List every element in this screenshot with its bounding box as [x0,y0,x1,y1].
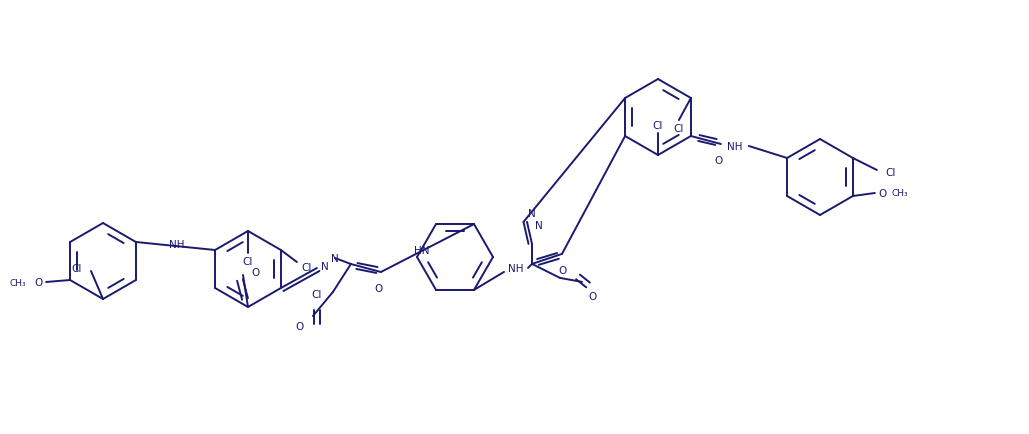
Text: Cl: Cl [243,256,253,266]
Text: NH: NH [169,240,184,250]
Text: O: O [295,321,304,331]
Text: NH: NH [508,263,524,273]
Text: Cl: Cl [674,124,684,134]
Text: Cl: Cl [301,263,312,273]
Text: NH: NH [728,141,743,151]
Text: CH₃: CH₃ [10,278,27,287]
Text: O: O [715,156,723,166]
Text: O: O [375,283,383,293]
Text: O: O [558,265,566,275]
Text: Cl: Cl [72,263,82,273]
Text: HN: HN [414,246,429,256]
Text: Cl: Cl [652,121,663,131]
Text: CH₃: CH₃ [891,189,909,198]
Text: Cl: Cl [886,168,896,178]
Text: O: O [879,188,887,198]
Text: O: O [588,291,596,301]
Text: N: N [535,220,543,230]
Text: O: O [34,277,42,287]
Text: Cl: Cl [312,289,322,299]
Text: N: N [331,253,339,263]
Text: O: O [251,267,259,277]
Text: N: N [528,208,536,218]
Text: N: N [321,261,329,271]
